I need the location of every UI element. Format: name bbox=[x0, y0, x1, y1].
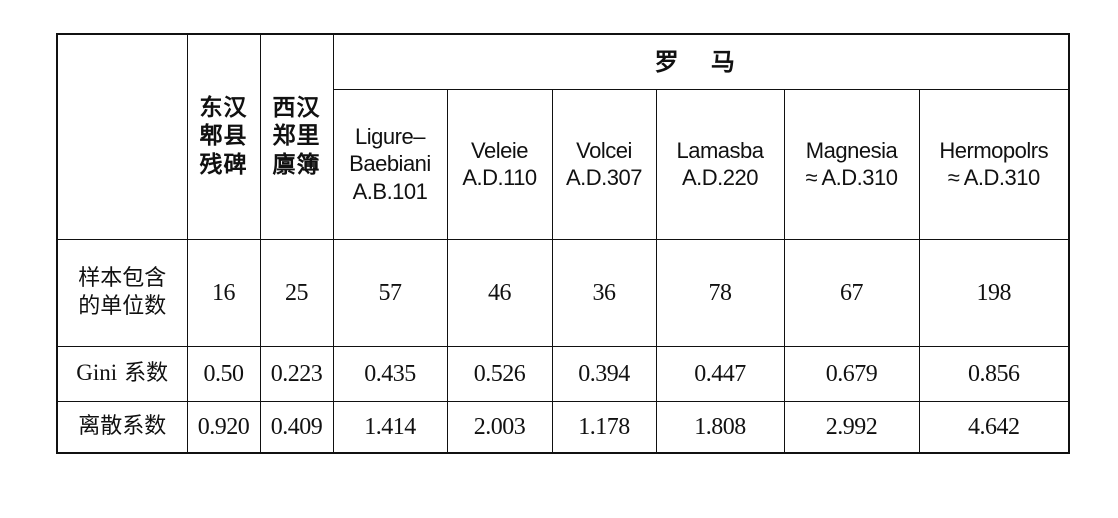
table-row-unit-count: 样本包含 的单位数 16 25 57 46 36 78 67 198 bbox=[56, 238, 1070, 347]
table-cell: 0.409 bbox=[259, 400, 334, 454]
table-row-gini: Gini 系数 0.50 0.223 0.435 0.526 0.394 0.4… bbox=[56, 345, 1070, 402]
row-header-gini: Gini 系数 bbox=[56, 345, 188, 402]
column-header-line: A.D.307 bbox=[566, 165, 643, 190]
row-header-line: 样本包含 bbox=[78, 266, 167, 291]
column-header-line: 廪簿 bbox=[272, 152, 321, 179]
table-cell: 0.679 bbox=[783, 345, 920, 402]
column-header-line: ≈ A.D.310 bbox=[805, 165, 898, 190]
table-cell: 1.414 bbox=[332, 400, 448, 454]
table-cell: 0.920 bbox=[186, 400, 261, 454]
column-header-line: 郑里 bbox=[272, 123, 321, 150]
column-header-line: A.D.220 bbox=[682, 165, 759, 190]
table-cell: 2.003 bbox=[446, 400, 553, 454]
table-cell: 78 bbox=[655, 238, 785, 347]
table-cell: 0.394 bbox=[551, 345, 657, 402]
table-cell: 67 bbox=[783, 238, 920, 347]
table-cell: 0.856 bbox=[918, 345, 1070, 402]
column-header-line: ≈ A.D.310 bbox=[947, 165, 1040, 190]
table-cell: 46 bbox=[446, 238, 553, 347]
column-header-line: A.D.110 bbox=[462, 165, 537, 190]
column-header-volcei: Volcei A.D.307 bbox=[551, 88, 657, 240]
row-header-unit-count: 样本包含 的单位数 bbox=[56, 238, 188, 347]
column-header-line: 东汉 bbox=[199, 94, 248, 121]
column-header-hermopolrs: Hermopolrs ≈ A.D.310 bbox=[918, 88, 1070, 240]
table-cell: 4.642 bbox=[918, 400, 1070, 454]
table-cell: 198 bbox=[918, 238, 1070, 347]
column-header-line: Magnesia bbox=[805, 137, 898, 163]
column-header-line: Lamasba bbox=[676, 137, 764, 163]
column-header-line: 残碑 bbox=[199, 152, 248, 179]
column-header-line: Volcei bbox=[576, 137, 632, 163]
row-header-rest: 系数 bbox=[117, 361, 169, 387]
column-header-veleie: Veleie A.D.110 bbox=[446, 88, 553, 240]
column-header-line: Baebiani bbox=[349, 151, 431, 177]
table-cell: 1.178 bbox=[551, 400, 657, 454]
column-header-han-2: 西汉 郑里 廪簿 bbox=[259, 33, 334, 240]
table-cell: 0.50 bbox=[186, 345, 261, 402]
column-header-lamasba: Lamasba A.D.220 bbox=[655, 88, 785, 240]
column-header-line: Hermopolrs bbox=[939, 137, 1049, 163]
table-cell: 16 bbox=[186, 238, 261, 347]
row-header-latin: Gini bbox=[76, 360, 118, 386]
column-header-line: 西汉 bbox=[272, 94, 321, 121]
column-header-magnesia: Magnesia ≈ A.D.310 bbox=[783, 88, 920, 240]
column-header-ligure-baebiani: Ligure– Baebiani A.B.101 bbox=[332, 88, 448, 240]
column-header-line: 郫县 bbox=[199, 123, 248, 150]
table-cell: 1.808 bbox=[655, 400, 785, 454]
table-cell: 36 bbox=[551, 238, 657, 347]
table-cell: 57 bbox=[332, 238, 448, 347]
column-header-line: Veleie bbox=[471, 137, 528, 163]
table-row-dispersion: 离散系数 0.920 0.409 1.414 2.003 1.178 1.808… bbox=[56, 400, 1070, 454]
table-cell: 0.435 bbox=[332, 345, 448, 402]
table-cell: 0.526 bbox=[446, 345, 553, 402]
table-cell: 2.992 bbox=[783, 400, 920, 454]
corner-cell bbox=[56, 33, 188, 240]
row-header-dispersion: 离散系数 bbox=[56, 400, 188, 454]
table-cell: 0.223 bbox=[259, 345, 334, 402]
table-cell: 25 bbox=[259, 238, 334, 347]
column-header-han-1: 东汉 郫县 残碑 bbox=[186, 33, 261, 240]
comparison-table: 东汉 郫县 残碑 西汉 郑里 廪簿 罗 马 Ligure– Baebiani A… bbox=[56, 33, 1071, 454]
column-header-line: Ligure– bbox=[355, 123, 425, 149]
row-header-line: 的单位数 bbox=[78, 293, 167, 319]
group-header-rome: 罗 马 bbox=[332, 33, 1070, 90]
column-header-line: A.B.101 bbox=[352, 178, 428, 204]
table-cell: 0.447 bbox=[655, 345, 785, 402]
